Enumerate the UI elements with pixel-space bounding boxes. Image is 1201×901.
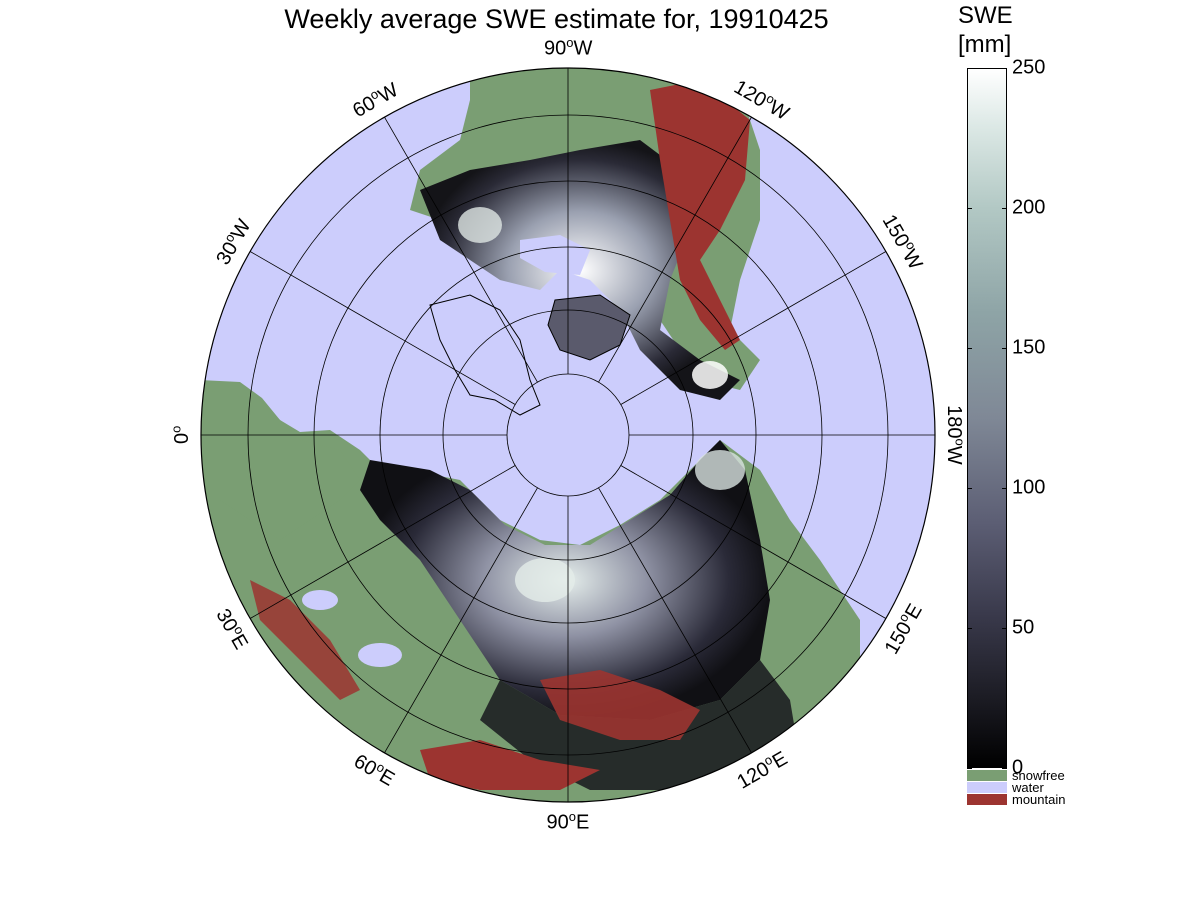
colorbar-tick-label: 50 bbox=[1012, 616, 1035, 639]
black-sea bbox=[302, 590, 338, 610]
category-label: water bbox=[1012, 780, 1044, 795]
meridian-line bbox=[384, 487, 538, 754]
meridian-line bbox=[598, 487, 752, 754]
meridian-lines bbox=[201, 68, 935, 802]
himalaya-mountains bbox=[420, 740, 600, 790]
colorbar-tick-mark bbox=[967, 68, 972, 69]
colorbar-tick-label: 0 bbox=[1012, 756, 1024, 779]
map-frame bbox=[200, 67, 936, 803]
colorbar-tick-mark bbox=[967, 348, 972, 349]
category-swatch bbox=[967, 770, 1007, 781]
colorbar-tick-mark bbox=[967, 208, 972, 209]
europe-mountains bbox=[250, 580, 360, 700]
colorbar-tick-mark bbox=[1002, 68, 1007, 69]
category-label: snowfree bbox=[1012, 768, 1065, 783]
colorbar-tick-mark bbox=[1002, 208, 1007, 209]
colorbar-tick-label: 250 bbox=[1012, 56, 1046, 79]
colorbar-tick-mark bbox=[1002, 488, 1007, 489]
europe-region bbox=[205, 390, 360, 540]
rocky-mountains bbox=[650, 80, 750, 350]
siberia-swe-max bbox=[515, 558, 575, 602]
hudson-bay bbox=[520, 235, 590, 275]
colorbar-tick-label: 100 bbox=[1012, 476, 1046, 499]
chart-title: Weekly average SWE estimate for, 1991042… bbox=[284, 4, 829, 34]
colorbar-tick-label: 150 bbox=[1012, 336, 1046, 359]
meridian-line bbox=[620, 465, 887, 619]
colorbar-title-line2: [mm] bbox=[958, 31, 1012, 58]
meridian-line bbox=[249, 465, 516, 619]
meridian-line bbox=[598, 116, 752, 383]
alaska-swe-max bbox=[692, 361, 728, 389]
colorbar-tick-mark bbox=[1002, 628, 1007, 629]
asia-mountains bbox=[540, 670, 700, 740]
meridian-line bbox=[384, 116, 538, 383]
colorbar-tick-mark bbox=[967, 488, 972, 489]
greenland bbox=[429, 294, 541, 416]
category-swatch bbox=[967, 794, 1007, 805]
colorbar-tick-mark bbox=[1002, 348, 1007, 349]
longitude-label: 90oW bbox=[544, 35, 593, 60]
meridian-line bbox=[620, 251, 887, 405]
caspian-sea bbox=[358, 643, 402, 667]
colorbar-tick-label: 200 bbox=[1012, 196, 1046, 219]
colorbar-tick-mark bbox=[1002, 768, 1007, 769]
yakutia-swe-max bbox=[695, 450, 745, 490]
canadian-archipelago bbox=[547, 294, 631, 361]
colorbar-tick-mark bbox=[967, 768, 972, 769]
longitude-label: 180oW bbox=[942, 405, 968, 465]
longitude-label: 90oE bbox=[546, 809, 590, 834]
category-swatch bbox=[967, 782, 1007, 793]
meridian-line bbox=[249, 251, 516, 405]
colorbar-title-line1: SWE bbox=[958, 2, 1013, 29]
colorbar-tick-mark bbox=[967, 628, 972, 629]
swe-colorbar bbox=[967, 68, 1007, 768]
longitude-label: 0o bbox=[168, 425, 194, 445]
category-label: mountain bbox=[1012, 792, 1066, 807]
labrador-swe-max bbox=[458, 207, 502, 243]
